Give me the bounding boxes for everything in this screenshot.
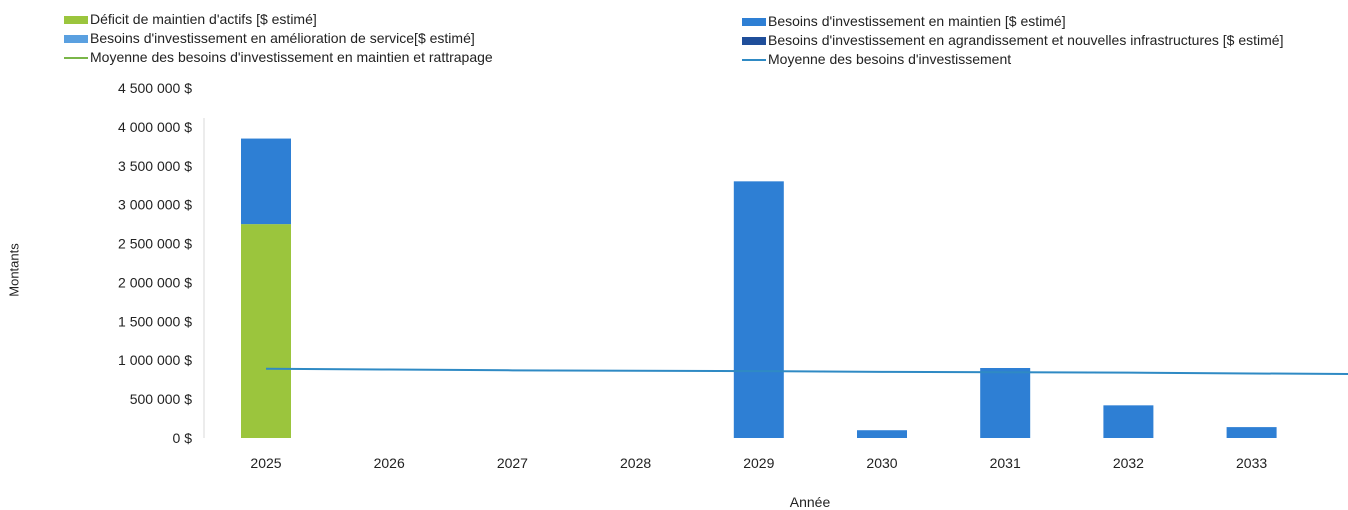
x-tick-label: 2025 — [250, 455, 281, 471]
legend-item: Besoins d'investissement en amélioration… — [64, 29, 493, 48]
x-axis-title: Année — [789, 494, 831, 510]
y-tick-label: 2 500 000 $ — [118, 236, 192, 252]
bar-segment — [241, 138, 291, 225]
legend-right: Besoins d'investissement en maintien [$ … — [742, 12, 1283, 69]
bar-segment — [980, 368, 1031, 438]
average-line — [265, 367, 1348, 376]
legend-line-moyenne-maintien — [64, 56, 88, 59]
y-tick-label: 3 000 000 $ — [118, 197, 192, 213]
bar-segment — [1103, 405, 1154, 438]
y-tick-label: 2 000 000 $ — [118, 274, 192, 290]
bar-segment — [241, 224, 291, 438]
y-tick-label: 500 000 $ — [130, 391, 192, 407]
legend-label: Moyenne des besoins d'investissement en … — [90, 49, 493, 65]
x-tick-label: 2032 — [1113, 455, 1144, 471]
legend-item: Déficit de maintien d'actifs [$ estimé] — [64, 10, 493, 29]
y-tick-label: 1 500 000 $ — [118, 313, 192, 329]
legend-label: Moyenne des besoins d'investissement — [768, 51, 1012, 67]
legend-label: Besoins d'investissement en amélioration… — [90, 30, 475, 46]
legend-item: Moyenne des besoins d'investissement — [742, 50, 1283, 69]
legend-swatch-amelioration — [64, 34, 88, 43]
x-tick-label: 2028 — [620, 455, 651, 471]
bar-segment — [857, 430, 907, 438]
y-tick-label: 1 000 000 $ — [118, 352, 192, 368]
x-tick-label: 2030 — [866, 455, 897, 471]
bar-segment — [733, 181, 784, 439]
legend-line-moyenne — [742, 58, 766, 61]
x-tick-label: 2031 — [990, 455, 1021, 471]
y-tick-label: 0 $ — [173, 430, 193, 446]
legend-item: Moyenne des besoins d'investissement en … — [64, 48, 493, 67]
legend-item: Besoins d'investissement en agrandisseme… — [742, 31, 1283, 50]
legend-label: Déficit de maintien d'actifs [$ estimé] — [90, 11, 317, 27]
legend-swatch-agrandissement — [742, 36, 766, 45]
legend-swatch-maintien — [742, 17, 766, 26]
legend-label: Besoins d'investissement en maintien [$ … — [768, 13, 1066, 29]
y-tick-label: 4 000 000 $ — [118, 119, 192, 135]
x-tick-label: 2033 — [1236, 455, 1267, 471]
y-tick-label: 4 500 000 $ — [118, 80, 192, 96]
x-tick-label: 2029 — [743, 455, 774, 471]
legend-left: Déficit de maintien d'actifs [$ estimé] … — [64, 10, 493, 67]
y-tick-label: 3 500 000 $ — [118, 158, 192, 174]
legend-swatch-deficit — [64, 15, 88, 24]
x-tick-label: 2026 — [374, 455, 405, 471]
bar-segment — [1226, 427, 1277, 438]
legend-label: Besoins d'investissement en agrandisseme… — [768, 32, 1284, 48]
x-tick-label: 2027 — [497, 455, 528, 471]
legend-item: Besoins d'investissement en maintien [$ … — [742, 12, 1283, 31]
